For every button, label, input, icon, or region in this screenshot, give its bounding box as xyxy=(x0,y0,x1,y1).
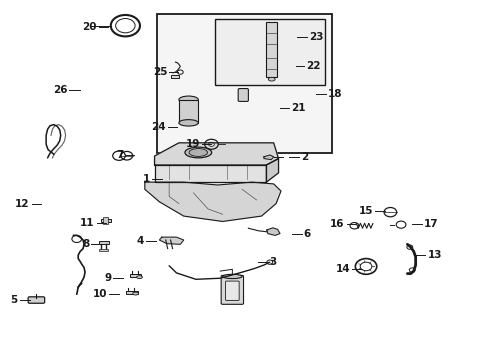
Bar xyxy=(103,217,108,224)
Polygon shape xyxy=(144,182,281,221)
Polygon shape xyxy=(264,155,273,159)
Text: 10: 10 xyxy=(93,289,107,299)
Text: 15: 15 xyxy=(358,206,372,216)
Text: 4: 4 xyxy=(137,236,144,246)
Ellipse shape xyxy=(132,292,138,295)
FancyBboxPatch shape xyxy=(225,281,239,300)
Polygon shape xyxy=(159,237,183,244)
Ellipse shape xyxy=(179,120,198,126)
Text: 18: 18 xyxy=(327,89,342,99)
Text: 14: 14 xyxy=(335,264,350,274)
Text: 11: 11 xyxy=(80,218,95,228)
Ellipse shape xyxy=(179,96,198,103)
Bar xyxy=(266,22,277,77)
FancyBboxPatch shape xyxy=(28,297,44,303)
Text: 22: 22 xyxy=(305,61,320,71)
Bar xyxy=(157,14,331,153)
Polygon shape xyxy=(154,143,278,165)
Polygon shape xyxy=(266,158,278,182)
Text: 13: 13 xyxy=(427,250,441,260)
Bar xyxy=(125,291,137,294)
Text: 25: 25 xyxy=(152,67,167,77)
Text: 21: 21 xyxy=(290,103,305,113)
Text: 12: 12 xyxy=(15,199,30,209)
Text: 2: 2 xyxy=(300,152,307,162)
Bar xyxy=(170,75,179,78)
Ellipse shape xyxy=(184,147,211,158)
FancyBboxPatch shape xyxy=(238,89,248,102)
Bar xyxy=(101,219,111,222)
Bar xyxy=(179,100,198,123)
Ellipse shape xyxy=(222,274,242,279)
Text: 24: 24 xyxy=(151,122,165,132)
Text: 1: 1 xyxy=(142,174,150,184)
Text: 26: 26 xyxy=(53,85,67,95)
Bar xyxy=(99,249,108,251)
Text: 23: 23 xyxy=(308,32,323,42)
Polygon shape xyxy=(154,165,266,182)
Bar xyxy=(215,18,324,85)
Text: 8: 8 xyxy=(82,239,89,249)
Text: 17: 17 xyxy=(423,219,438,229)
Bar xyxy=(99,242,109,244)
Text: 9: 9 xyxy=(104,273,111,283)
Text: 7: 7 xyxy=(116,150,123,160)
Text: 16: 16 xyxy=(329,219,344,229)
Bar xyxy=(129,274,141,277)
Text: 5: 5 xyxy=(11,295,18,305)
Text: 19: 19 xyxy=(185,139,200,149)
Polygon shape xyxy=(266,228,280,235)
Text: 3: 3 xyxy=(269,257,277,267)
Text: 6: 6 xyxy=(303,229,310,239)
Text: 20: 20 xyxy=(82,22,97,32)
Ellipse shape xyxy=(268,77,275,81)
Ellipse shape xyxy=(189,149,207,157)
Ellipse shape xyxy=(136,276,142,279)
FancyBboxPatch shape xyxy=(221,275,243,304)
